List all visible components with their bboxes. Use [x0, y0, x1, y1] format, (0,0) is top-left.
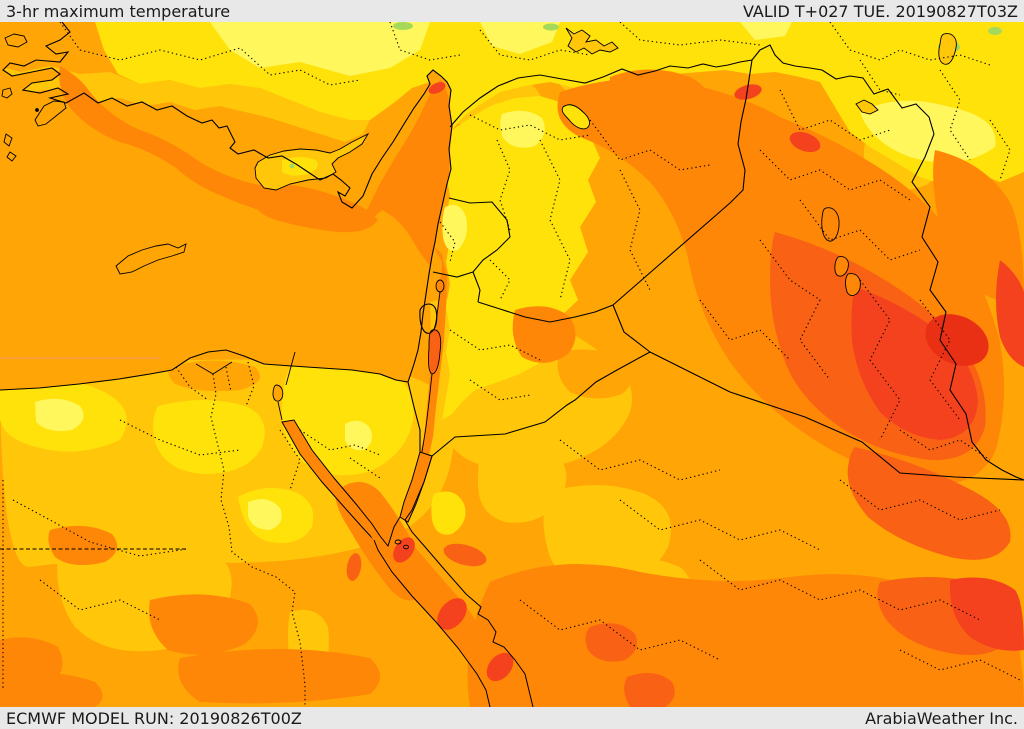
israel-lebanon-border	[432, 271, 474, 278]
temperature-map	[0, 22, 1024, 707]
country-borders-layer	[0, 22, 1024, 481]
cyprus-peak-spot	[289, 163, 295, 169]
southeast-aegean-island	[115, 243, 187, 275]
mediterranean-sea	[0, 22, 452, 390]
chios-island	[1, 87, 13, 99]
iskenderun-hot-spot	[428, 82, 446, 94]
jordan-iraq-border	[612, 304, 651, 353]
lakes-layer	[272, 27, 957, 402]
turkey-syria-border	[449, 44, 823, 128]
pale-yellow-fills	[35, 22, 996, 530]
egypt-israel-border	[407, 381, 421, 452]
sea-layer	[0, 22, 452, 390]
nile-delta-branches	[195, 361, 233, 375]
tiran-islands	[394, 539, 409, 550]
rhodes-town-dot	[35, 108, 39, 112]
syria-jordan-border	[477, 301, 614, 323]
nile-river	[210, 373, 306, 707]
temperature-fill-layer	[0, 22, 1024, 707]
lake-tharthar	[821, 207, 840, 242]
deep-red-fills	[925, 314, 989, 366]
lake-assad	[561, 104, 590, 130]
mosul-dam-lake	[855, 99, 879, 115]
page-title: 3-hr maximum temperature	[6, 2, 231, 21]
footer-bar: ECMWF MODEL RUN: 20190826T00Z ArabiaWeat…	[0, 707, 1024, 729]
wadi-araba-line	[421, 373, 433, 453]
west-bank-outline	[419, 303, 438, 334]
lebanon-north-border	[448, 197, 511, 273]
credit-label: ArabiaWeather Inc.	[865, 709, 1018, 728]
suez-canal	[277, 351, 296, 421]
lesbos-island	[4, 33, 28, 48]
lake-razzaza	[834, 256, 849, 277]
warm-sea-band	[59, 66, 451, 266]
red-sea-coastlines	[373, 455, 534, 707]
red-fills	[734, 84, 1024, 651]
iran-iraq-border	[911, 133, 1024, 481]
karpathos-island	[3, 133, 13, 147]
model-run-label: ECMWF MODEL RUN: 20190826T00Z	[6, 709, 302, 728]
sea-of-galilee	[435, 279, 445, 293]
jordan-saudi-border	[431, 351, 651, 457]
bitter-lakes	[272, 384, 284, 402]
euphrates-reservoirs	[565, 27, 619, 55]
admin-borders-layer	[0, 22, 1021, 707]
sinai-tip-coast	[379, 516, 401, 548]
valid-time-label: VALID T+027 TUE. 20190827T03Z	[742, 2, 1018, 21]
israel-syria-border	[472, 271, 481, 303]
lake-habbaniyah	[845, 273, 861, 296]
header-bar: 3-hr maximum temperature VALID T+027 TUE…	[0, 0, 1024, 22]
kasos-island	[6, 151, 17, 162]
arabian-red-sea-coast	[404, 455, 534, 707]
mediterranean-coastline	[0, 22, 453, 391]
orange-patch-fills	[168, 349, 632, 399]
turkey-iraq-iran-border	[821, 69, 935, 135]
rhodes-island	[34, 100, 67, 127]
red-sea-layer	[281, 419, 534, 707]
iraq-saudi-border	[649, 351, 1024, 481]
african-red-sea-coast	[373, 539, 491, 707]
syria-iraq-border	[612, 59, 753, 306]
